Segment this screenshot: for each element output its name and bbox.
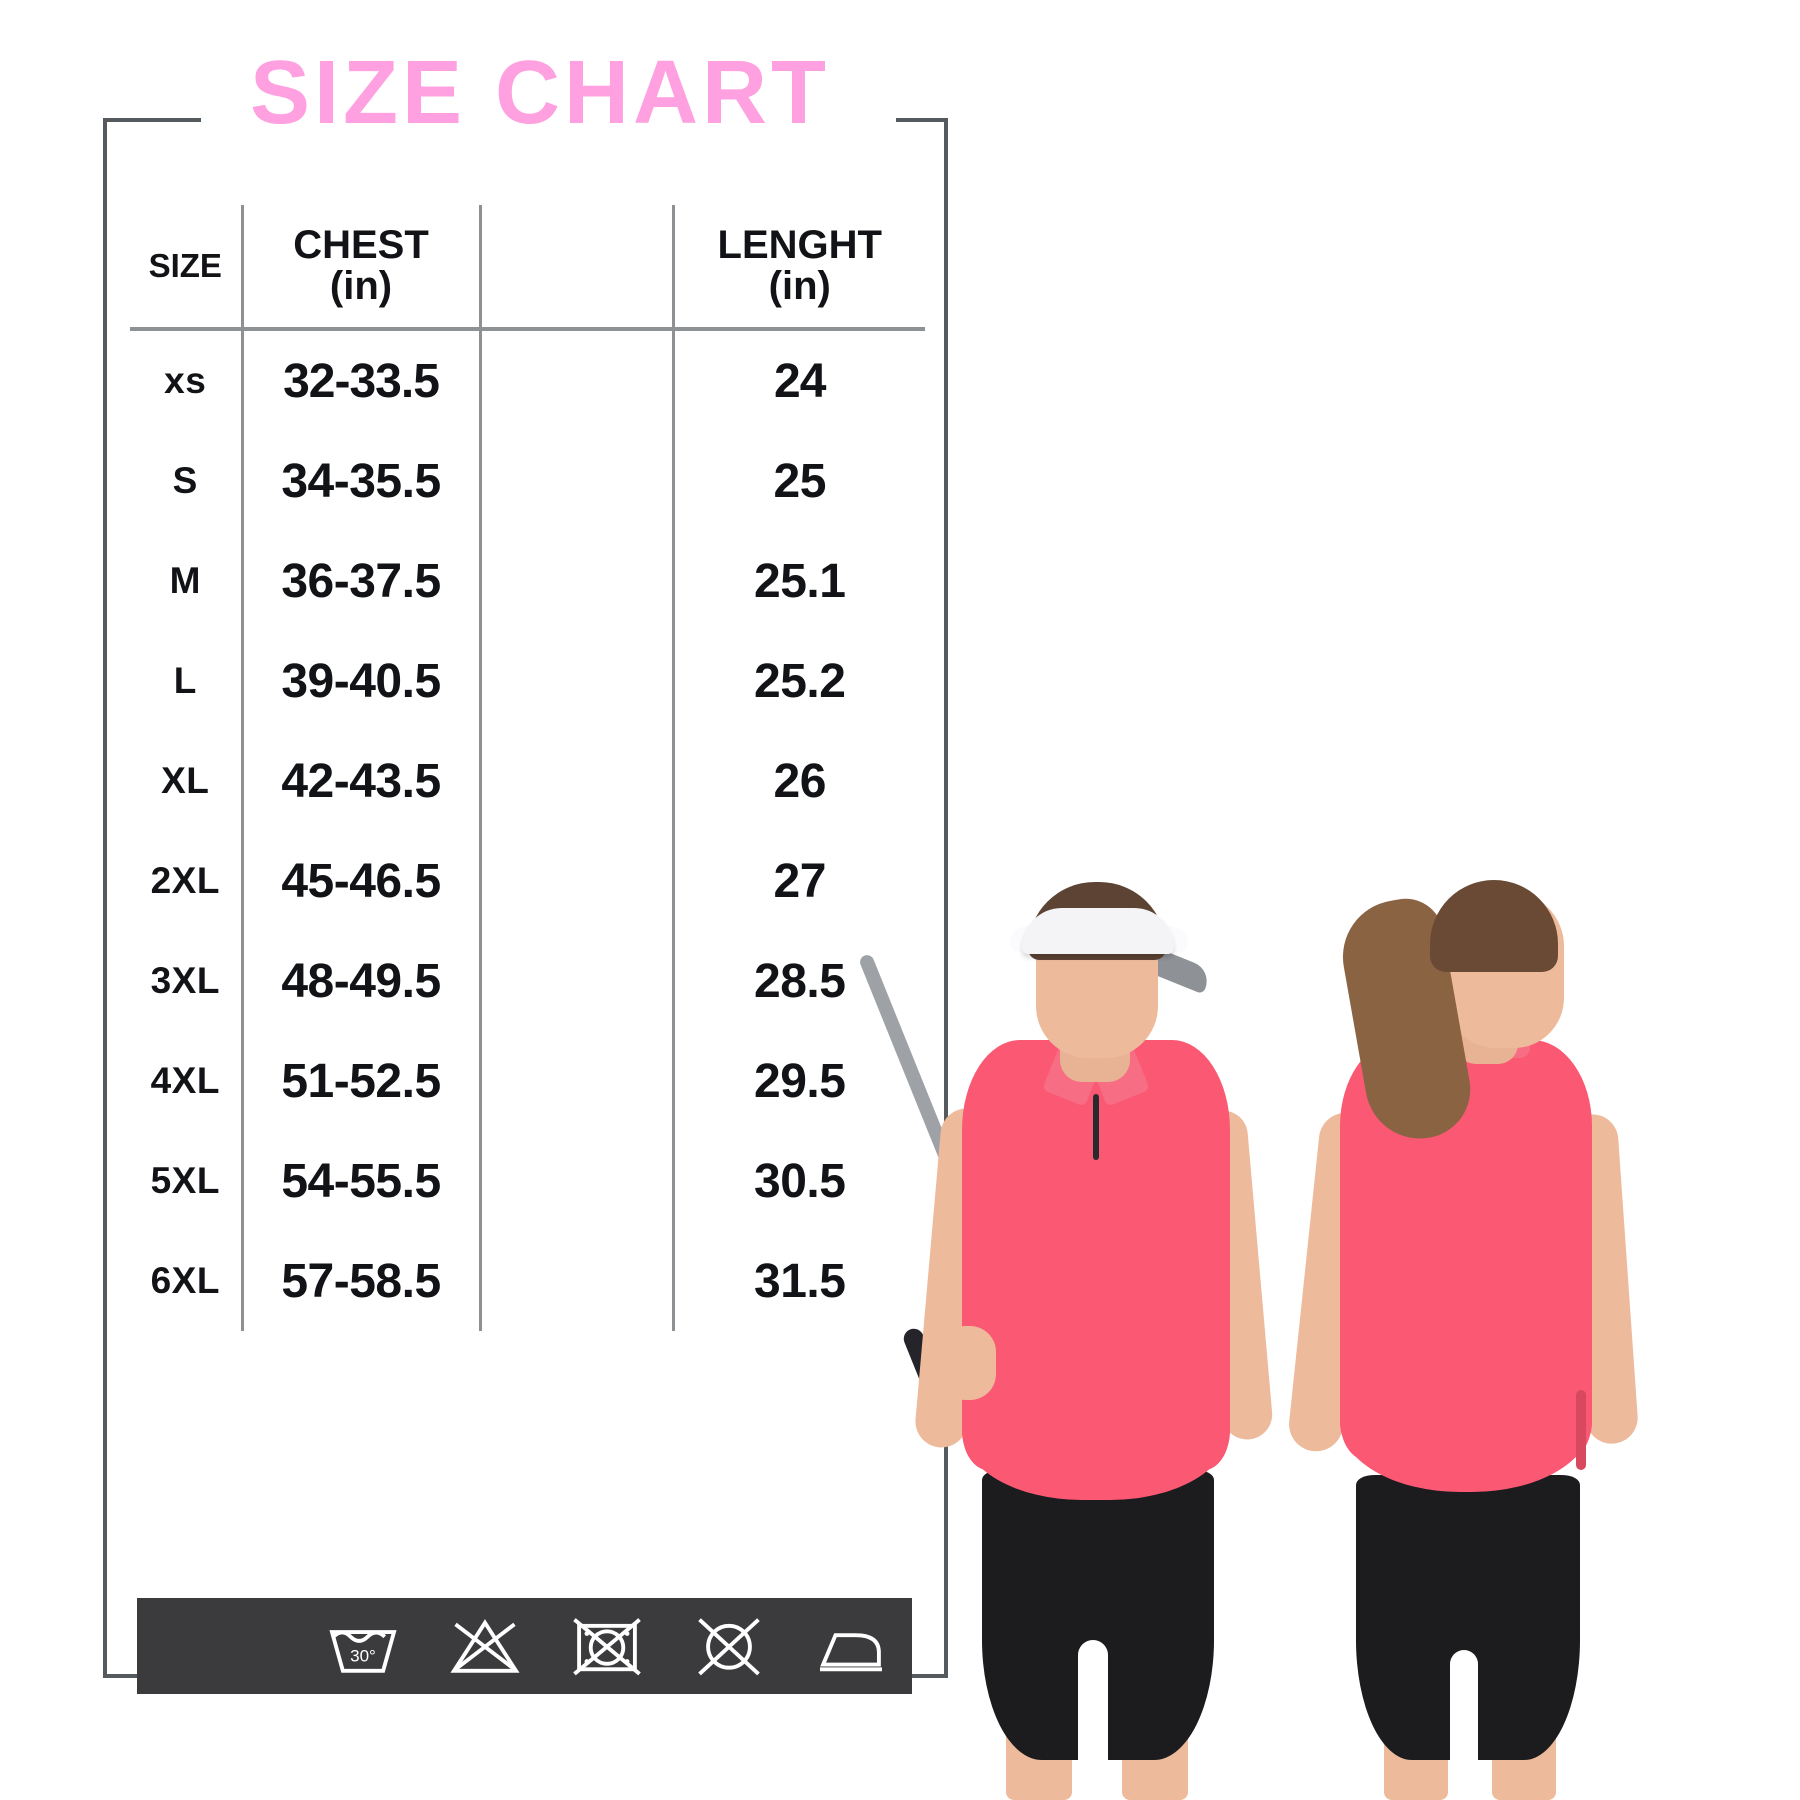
cell-spacer — [478, 1231, 673, 1331]
cell-spacer — [478, 431, 673, 531]
table-row: 6XL 57-58.5 31.5 — [130, 1231, 925, 1331]
do-not-dry-clean-icon — [698, 1618, 760, 1676]
model-back-shorts-gap — [1450, 1650, 1478, 1760]
column-header-spacer — [478, 205, 673, 331]
frame-right-border — [944, 118, 948, 1678]
cell-spacer — [478, 831, 673, 931]
cell-spacer — [478, 531, 673, 631]
cell-length: 24 — [671, 329, 925, 431]
model-front-hand — [940, 1326, 996, 1400]
cell-size: S — [172, 460, 198, 501]
cell-chest: 42-43.5 — [240, 731, 480, 831]
iron-icon — [820, 1633, 882, 1672]
cell-length: 29.5 — [671, 1031, 925, 1131]
column-header-length: LENGHT (in) — [671, 205, 925, 331]
cell-chest: 32-33.5 — [240, 329, 480, 431]
cell-chest: 36-37.5 — [240, 531, 480, 631]
table-row: xs 32-33.5 24 — [130, 329, 925, 431]
frame-top-left-border — [103, 118, 201, 122]
table-row: 2XL 45-46.5 27 — [130, 831, 925, 931]
care-instructions-bar: 30° — [137, 1598, 912, 1694]
table-row: 5XL 54-55.5 30.5 — [130, 1131, 925, 1231]
product-photo-area — [857, 830, 1800, 1800]
table-row: L 39-40.5 25.2 — [130, 631, 925, 731]
cell-length: 30.5 — [671, 1131, 925, 1231]
cell-size: 3XL — [150, 960, 220, 1001]
table-row: XL 42-43.5 26 — [130, 731, 925, 831]
column-header-length-label: LENGHT — [717, 223, 882, 268]
cell-length: 25 — [671, 431, 925, 531]
frame-left-border — [103, 118, 107, 1678]
size-chart-table: SIZE CHEST (in) LENGHT (in) xs 32-33.5 24 S… — [130, 205, 925, 1331]
column-header-chest: CHEST (in) — [240, 205, 480, 331]
model-back-side-slit — [1576, 1390, 1586, 1470]
model-back-hair — [1430, 880, 1558, 972]
model-back-view — [1280, 870, 1680, 1800]
cell-spacer — [478, 329, 673, 431]
do-not-tumble-dry-icon — [573, 1618, 641, 1676]
cell-size: 4XL — [150, 1060, 220, 1101]
page-title: SIZE CHART — [250, 43, 830, 143]
machine-wash-30-icon: 30° — [329, 1630, 397, 1673]
white-visor — [1022, 908, 1174, 954]
cell-size: L — [173, 660, 197, 701]
cell-length: 31.5 — [671, 1231, 925, 1331]
cell-size: xs — [164, 360, 207, 401]
cell-spacer — [478, 731, 673, 831]
cell-length: 25.2 — [671, 631, 925, 731]
cell-size: 6XL — [150, 1260, 220, 1301]
cell-size: M — [169, 560, 201, 601]
cell-length: 25.1 — [671, 531, 925, 631]
model-front-zipper — [1093, 1094, 1099, 1160]
do-not-bleach-icon — [450, 1619, 520, 1673]
table-row: S 34-35.5 25 — [130, 431, 925, 531]
cell-spacer — [478, 1031, 673, 1131]
cell-length: 26 — [671, 731, 925, 831]
model-front-view — [857, 850, 1330, 1800]
cell-chest: 39-40.5 — [240, 631, 480, 731]
cell-chest: 51-52.5 — [240, 1031, 480, 1131]
column-header-size-label: SIZE — [148, 247, 222, 285]
table-header: SIZE CHEST (in) LENGHT (in) — [130, 205, 925, 331]
cell-spacer — [478, 1131, 673, 1231]
model-front-shorts-gap — [1078, 1640, 1108, 1760]
column-header-length-unit: (in) — [768, 264, 831, 308]
cell-chest: 34-35.5 — [240, 431, 480, 531]
table-row: 3XL 48-49.5 28.5 — [130, 931, 925, 1031]
cell-spacer — [478, 631, 673, 731]
cell-chest: 54-55.5 — [240, 1131, 480, 1231]
column-header-chest-unit: (in) — [329, 264, 393, 308]
table-row: M 36-37.5 25.1 — [130, 531, 925, 631]
cell-length: 27 — [671, 831, 925, 931]
table-row: 4XL 51-52.5 29.5 — [130, 1031, 925, 1131]
table-body: xs 32-33.5 24 S 34-35.5 25 M 36-37.5 25.1 L 39-40.… — [130, 329, 925, 1331]
frame-top-right-border — [896, 118, 948, 122]
cell-chest: 45-46.5 — [240, 831, 480, 931]
column-header-chest-label: CHEST — [293, 223, 429, 268]
cell-chest: 57-58.5 — [240, 1231, 480, 1331]
table-header-row: SIZE CHEST (in) LENGHT (in) — [130, 205, 925, 331]
size-table-container: SIZE CHEST (in) LENGHT (in) xs 32-33.5 24 S… — [130, 205, 925, 1331]
cell-chest: 48-49.5 — [240, 931, 480, 1031]
cell-spacer — [478, 931, 673, 1031]
wash-temperature-label: 30° — [350, 1647, 376, 1666]
cell-size: XL — [161, 760, 210, 801]
cell-size: 2XL — [150, 860, 220, 901]
column-header-size: SIZE — [130, 205, 242, 331]
cell-size: 5XL — [150, 1160, 220, 1201]
